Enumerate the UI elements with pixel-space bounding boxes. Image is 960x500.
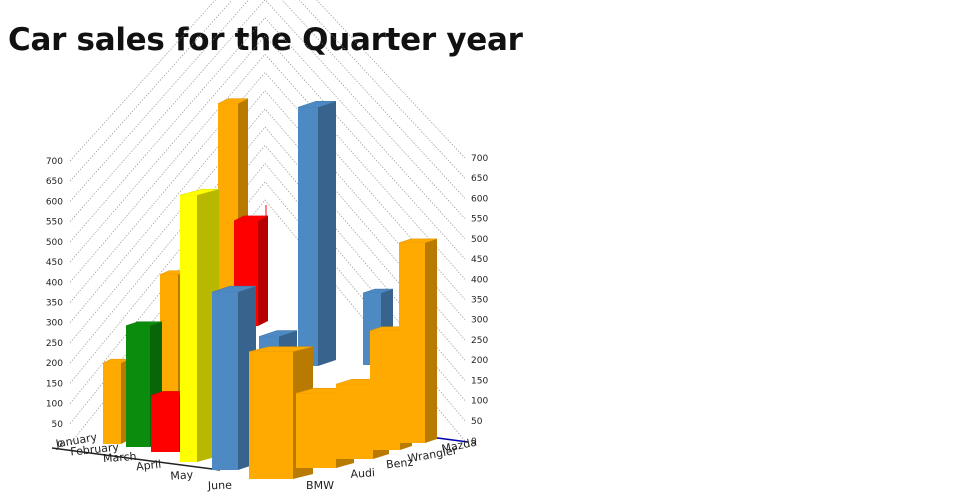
gridline (69, 35, 466, 263)
y-tick-label-right: 0 (471, 437, 477, 447)
y-tick-label-left: 100 (46, 400, 63, 410)
gridline (69, 17, 466, 243)
y-tick-label-right: 650 (471, 174, 488, 184)
y-tick-label-right: 700 (471, 154, 488, 164)
gridline (69, 144, 466, 384)
y-tick-label-left: 0 (57, 440, 63, 450)
bar-january (102, 358, 130, 444)
grid-lines (69, 0, 466, 445)
y-tick-label-left: 300 (46, 319, 63, 329)
y-tick-label-left: 400 (46, 278, 63, 288)
y-tick-label-left: 650 (46, 177, 63, 187)
y-tick-label-left: 50 (52, 420, 64, 430)
right-y-axis-ticks: 0 50 100 150 200 250 300 350 400 450 500 550 600 650 7… (471, 154, 488, 447)
bar-june-back-blue-tall (297, 101, 337, 366)
y-tick-label-right: 250 (471, 336, 488, 346)
y-tick-label-right: 350 (471, 296, 488, 306)
y-tick-label-right: 300 (471, 316, 488, 326)
gridline (69, 0, 466, 182)
y-tick-label-left: 450 (46, 258, 63, 268)
y-tick-label-right: 400 (471, 275, 488, 285)
gridline (69, 199, 466, 445)
y-tick-label-left: 500 (46, 238, 63, 248)
gridline (69, 0, 466, 222)
y-tick-label-right: 500 (471, 235, 488, 245)
gridline (69, 0, 466, 162)
y-tick-label-right: 450 (471, 255, 488, 265)
y-tick-label-left: 700 (46, 157, 63, 167)
gridline (69, 126, 466, 364)
gridline (69, 90, 466, 323)
y-tick-label-right: 50 (471, 417, 483, 427)
y-tick-label-right: 200 (471, 356, 488, 366)
y-tick-label-left: 150 (46, 379, 63, 389)
y-tick-label-left: 350 (46, 299, 63, 309)
month-label: February (70, 440, 120, 458)
y-tick-label-left: 250 (46, 339, 63, 349)
month-label: May (170, 468, 194, 483)
gridline (69, 108, 466, 344)
y-tick-label-left: 600 (46, 197, 63, 207)
left-y-axis-ticks: 0 50 100 150 200 250 300 350 400 450 500 550 600 650 7… (46, 157, 63, 450)
gridline (69, 0, 466, 202)
y-tick-label-right: 100 (471, 397, 488, 407)
chart-title: Car sales for the Quarter year (8, 22, 523, 58)
y-tick-label-left: 550 (46, 218, 63, 228)
bars (102, 98, 438, 479)
brand-label: Benz (385, 456, 413, 472)
month-label: March (103, 450, 137, 465)
bar-mazda-orange (398, 238, 438, 443)
brand-label: Audi (350, 466, 375, 481)
y-tick-label-left: 200 (46, 359, 63, 369)
x-axis-line (51, 447, 221, 471)
y-tick-label-right: 600 (471, 194, 488, 204)
y-tick-label-right: 150 (471, 376, 488, 386)
month-label: April (135, 458, 161, 474)
month-label: June (207, 479, 233, 493)
y-tick-label-right: 550 (471, 215, 488, 225)
brand-label: BMW (306, 479, 334, 492)
gridline (69, 53, 466, 283)
